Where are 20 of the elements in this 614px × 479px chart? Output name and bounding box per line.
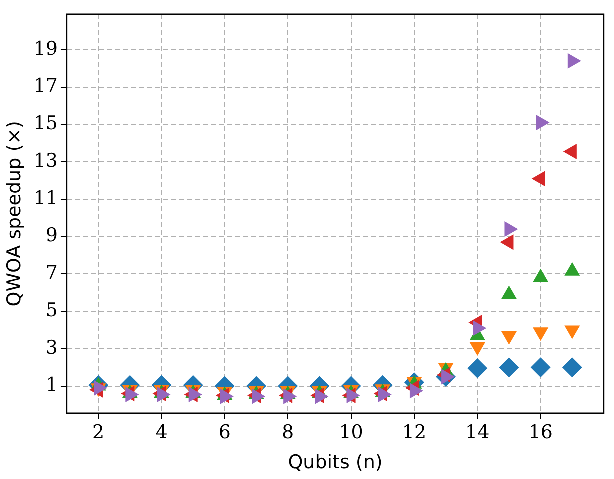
x-tick-label: 12 (402, 422, 427, 444)
y-tick-label: 17 (34, 75, 58, 98)
y-tick-label: 9 (46, 224, 58, 247)
y-tick-label: 15 (34, 112, 58, 135)
x-tick-label: 8 (282, 422, 294, 444)
y-axis-title: QWOA speedup (×) (3, 121, 26, 307)
y-tick-label: 7 (46, 262, 58, 284)
y-tick-label: 11 (34, 187, 58, 210)
y-tick-label: 5 (46, 299, 58, 322)
x-tick-label: 10 (339, 422, 364, 444)
x-tick-label: 4 (156, 422, 168, 444)
y-tick-label: 3 (46, 336, 58, 359)
x-tick-label: 2 (92, 422, 105, 444)
x-tick-label: 6 (218, 422, 231, 444)
x-tick-label: 14 (466, 422, 490, 444)
y-tick-label: 1 (46, 374, 58, 396)
x-axis-title: Qubits (n) (288, 452, 383, 474)
y-tick-label: 19 (34, 38, 58, 60)
x-tick-label: 16 (528, 422, 553, 444)
y-tick-label: 13 (34, 150, 58, 172)
